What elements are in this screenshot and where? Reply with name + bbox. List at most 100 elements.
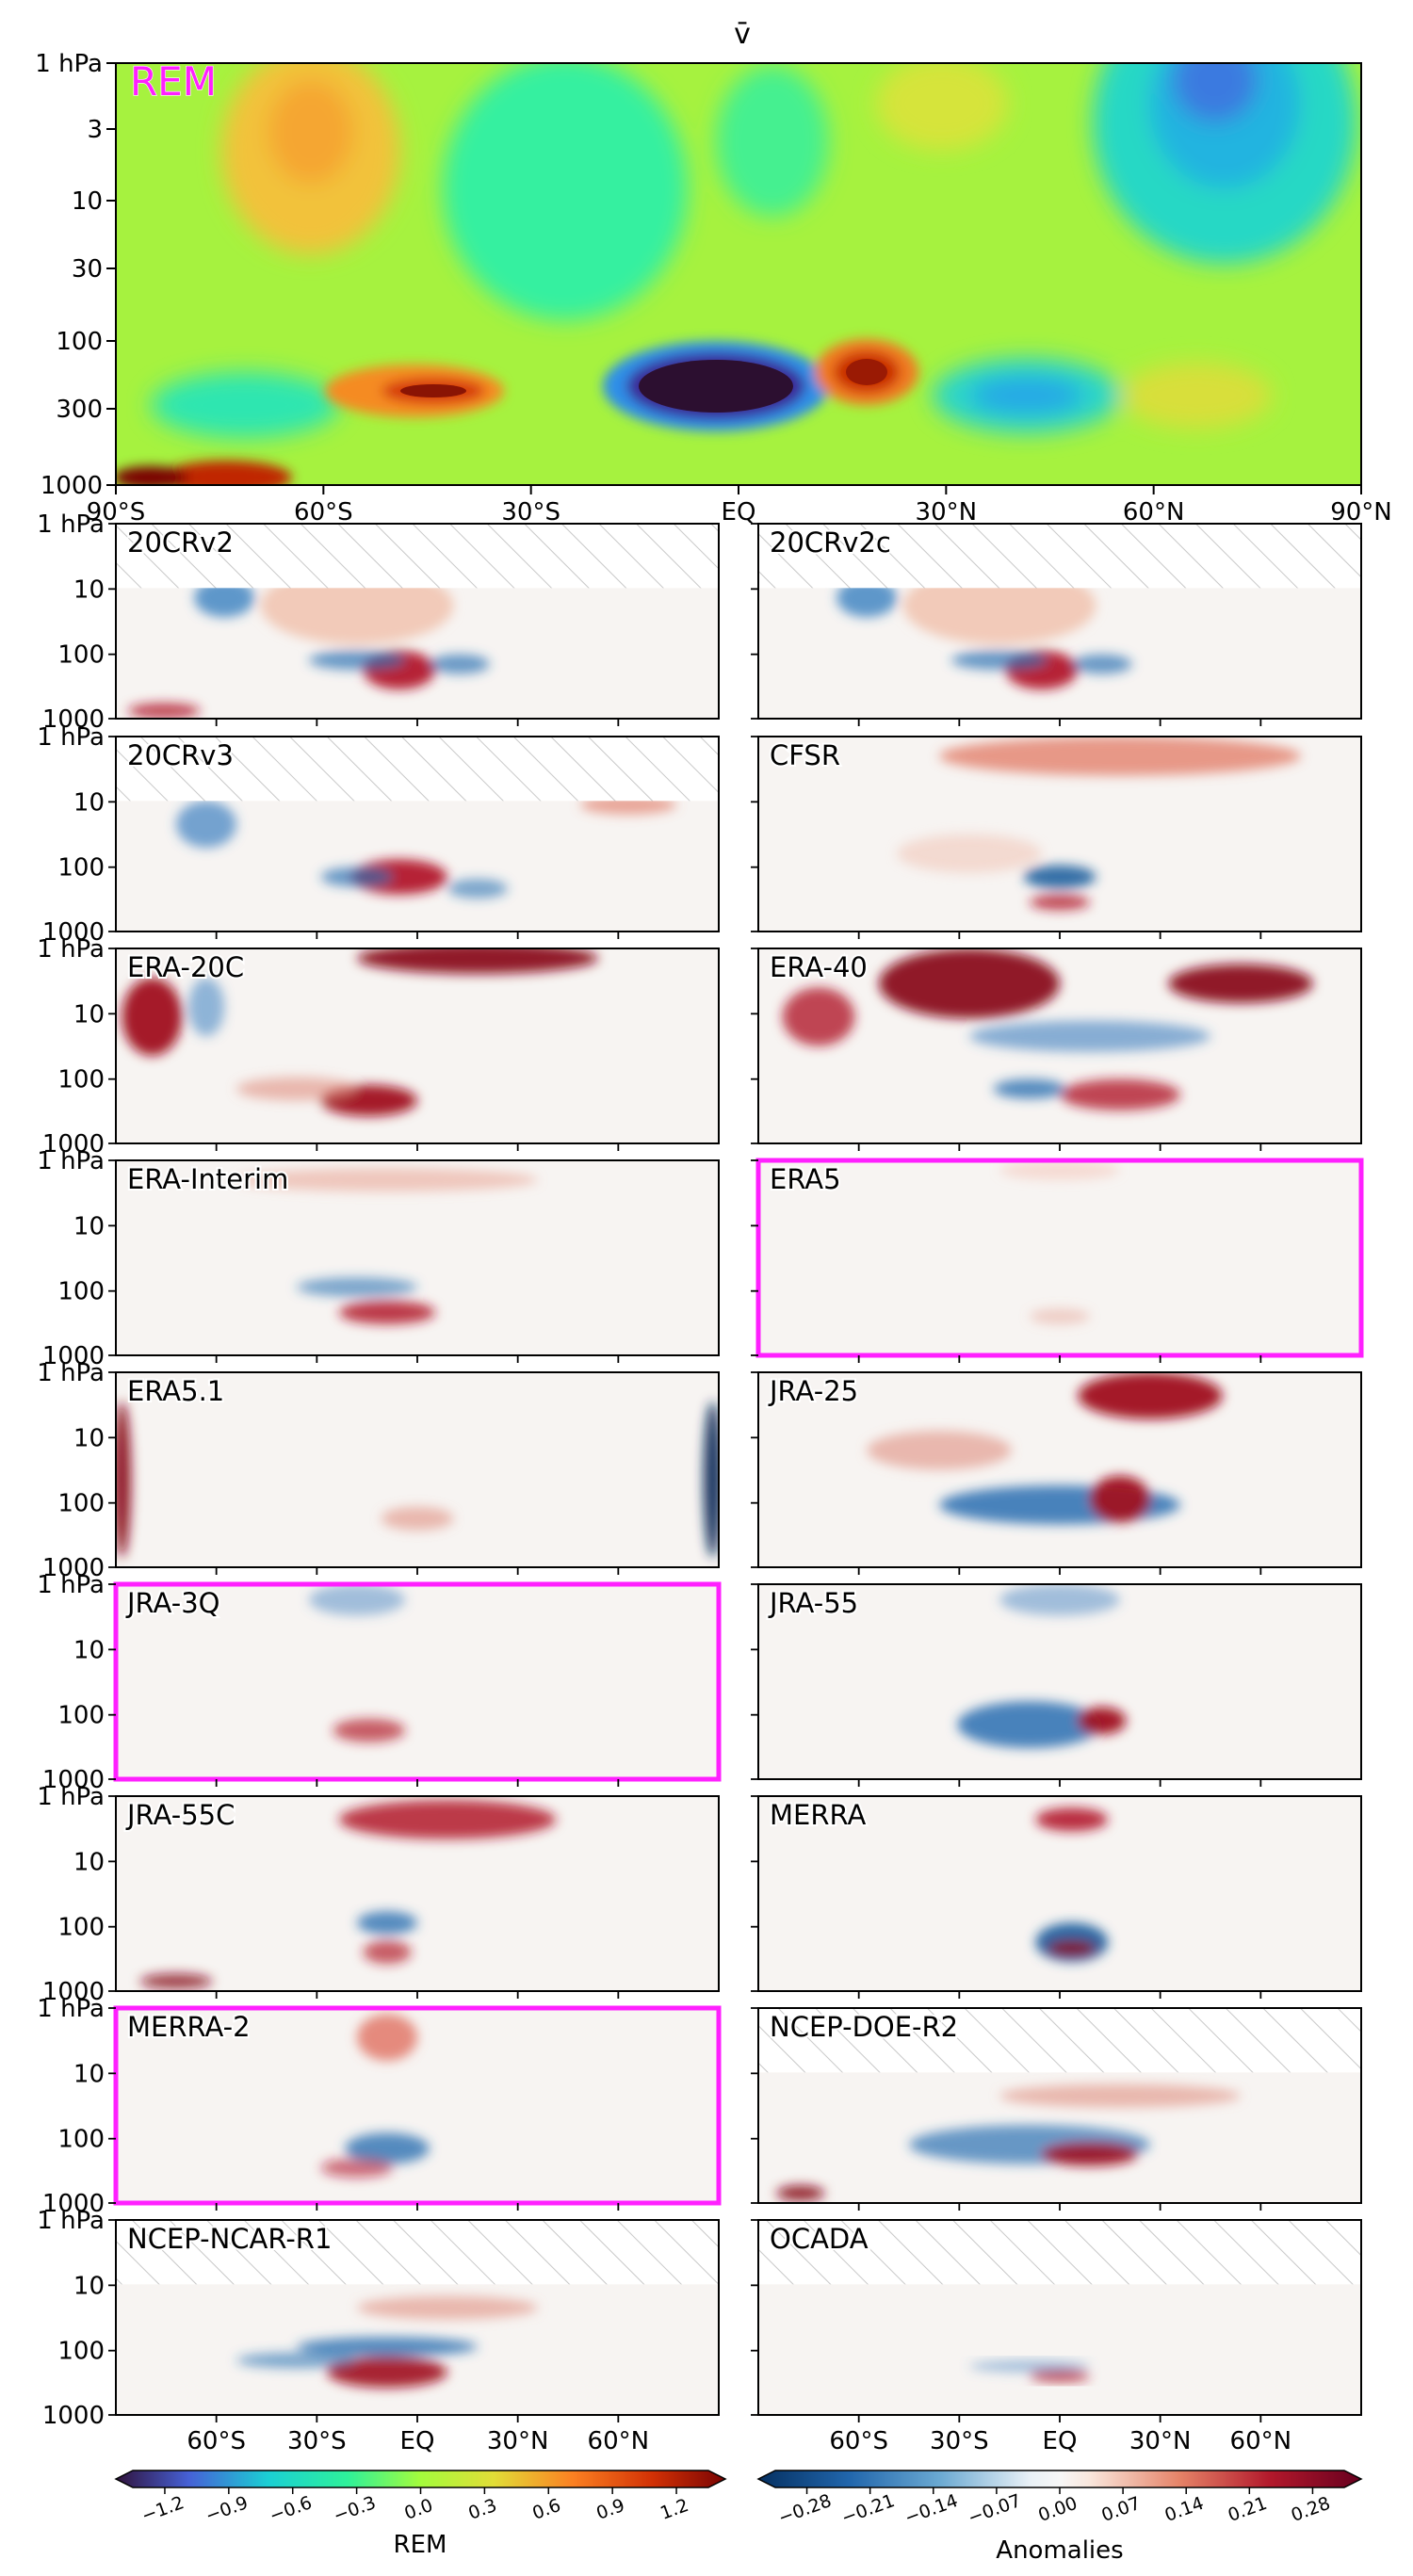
- y-tick-label: 100: [57, 1914, 105, 1942]
- anomaly-blob: [1030, 2370, 1090, 2382]
- anomaly-blob: [993, 1078, 1066, 1099]
- anomaly-field: [116, 1584, 719, 1779]
- colorbar-tick-label: 0.9: [593, 2495, 627, 2524]
- y-tick-label: 1 hPa: [37, 1359, 105, 1387]
- anomaly-blob: [320, 2158, 394, 2179]
- colorbar-tick-label: 0.21: [1226, 2493, 1270, 2526]
- anomaly-field: [758, 1160, 1361, 1355]
- y-tick-label: 100: [57, 1278, 105, 1306]
- anomaly-field: [116, 1796, 719, 1991]
- y-tick-label: 100: [57, 2126, 105, 2154]
- rem-y-tick-label: 1 hPa: [35, 50, 103, 78]
- colorbar-tick-label: −0.14: [902, 2490, 961, 2529]
- y-tick-label: 100: [57, 2338, 105, 2366]
- anomaly-blob: [320, 867, 394, 887]
- rem-colorbar: −1.2 −0.9 −0.6 −0.3 0.0 0.3 0.6 0.9 1.2 REM: [114, 2470, 727, 2559]
- anomaly-blob: [176, 801, 236, 848]
- anomaly-blob: [1048, 1940, 1096, 1956]
- rem-x-tick-label: 90°S: [87, 498, 146, 527]
- anomaly-field: [116, 737, 719, 932]
- y-tick-label: 10: [73, 1636, 105, 1664]
- anomaly-blob: [357, 2014, 417, 2061]
- anomaly-field: [758, 2008, 1361, 2203]
- rem-x-tick-label: 30°N: [916, 498, 978, 527]
- y-tick-label: 10: [73, 1212, 105, 1240]
- panel-label: MERRA-2: [127, 2011, 251, 2043]
- missing-data-hatch: [758, 2220, 1361, 2285]
- colorbar-tick-label: −1.2: [138, 2492, 187, 2526]
- panel-era-20c: ERA-20C 1 hPa 10 100 1000: [37, 935, 720, 1158]
- panel-label: JRA-55: [768, 1587, 858, 1619]
- panel-jra-3q: JRA-3Q 1 hPa 10 100 1000: [37, 1571, 722, 1794]
- anomaly-blob: [236, 1077, 357, 1101]
- colorbar-tick-label: 0.07: [1098, 2493, 1143, 2526]
- anomaly-blob: [308, 1584, 406, 1616]
- rem-x-axis: 90°S 60°S 30°S EQ 30°N 60°N 90°N: [87, 485, 1392, 527]
- anomaly-blob: [127, 703, 201, 719]
- y-tick-label: 1 hPa: [37, 1995, 105, 2023]
- panel-label: NCEP-DOE-R2: [770, 2011, 958, 2043]
- y-tick-label: 1 hPa: [37, 1783, 105, 1811]
- x-tick-label: EQ: [400, 2427, 435, 2455]
- panel-20crv2c: 20CRv2c: [751, 523, 1362, 726]
- x-tick-label: 30°N: [1129, 2427, 1192, 2455]
- x-tick-label: 30°S: [930, 2427, 989, 2455]
- anomaly-blob: [187, 978, 225, 1037]
- colorbar-tick-label: −0.07: [966, 2490, 1024, 2529]
- anomaly-blob: [950, 650, 1048, 671]
- panel-era5: ERA5: [751, 1158, 1364, 1363]
- anomaly-field: [116, 524, 719, 719]
- panel-cfsr: CFSR: [751, 736, 1362, 939]
- anomaly-field: [116, 1160, 719, 1355]
- anomaly-blob: [1071, 654, 1132, 674]
- anomalies-colorbar-label: Anomalies: [996, 2536, 1123, 2565]
- y-tick-label: 100: [57, 1702, 105, 1730]
- anomaly-field: [116, 2008, 719, 2203]
- y-tick-label: 100: [57, 1490, 105, 1518]
- anomaly-blob: [236, 2352, 357, 2369]
- anomaly-field: [758, 2220, 1361, 2415]
- anomaly-blob: [297, 1277, 417, 1297]
- anomaly-blob: [1078, 1707, 1127, 1735]
- panel-label: ERA-Interim: [127, 1163, 288, 1195]
- y-tick-label: 10: [73, 1848, 105, 1876]
- y-tick-label: 10: [73, 2060, 105, 2088]
- rem-y-tick-label: 100: [56, 328, 103, 356]
- anomaly-blob: [338, 1800, 557, 1839]
- y-tick-label: 10: [73, 575, 105, 604]
- rem-y-tick-label: 10: [72, 187, 103, 216]
- rem-y-tick-label: 30: [72, 255, 103, 284]
- panel-label: OCADA: [770, 2223, 869, 2255]
- panel-era-interim: ERA-Interim 1 hPa 10 100 1000: [37, 1147, 720, 1370]
- rem-colorbar-label: REM: [394, 2531, 447, 2559]
- panel-20crv3: 20CRv3 1 hPa 10 100 1000: [37, 723, 720, 947]
- panel-label: 20CRv2: [127, 527, 234, 559]
- anomaly-field: [758, 524, 1361, 719]
- anomaly-blob: [1041, 2142, 1139, 2166]
- rem-y-axis: 1 hPa 3 10 30 100 300 1000: [35, 50, 116, 500]
- rem-x-tick-label: 60°S: [294, 498, 353, 527]
- panel-era5-1: ERA5.1 1 hPa 10 100 1000: [37, 1359, 720, 1582]
- anomaly-blob: [338, 1301, 436, 1324]
- colorbar-tick-label: 0.6: [529, 2495, 563, 2524]
- panel-label: ERA5: [770, 1163, 841, 1195]
- panel-label: JRA-55C: [125, 1799, 235, 1831]
- anomaly-blob: [867, 1431, 1012, 1470]
- rem-x-tick-label: 60°N: [1123, 498, 1185, 527]
- panel-jra-55: JRA-55: [751, 1583, 1362, 1787]
- anomaly-blob: [345, 2132, 430, 2164]
- panel-jra-25: JRA-25: [751, 1371, 1362, 1575]
- anomaly-blob: [297, 2337, 478, 2357]
- y-tick-label: 10: [73, 2272, 105, 2300]
- anomaly-blob: [782, 987, 855, 1046]
- y-tick-label: 1000: [42, 918, 105, 947]
- panel-ncep-ncar-r1: NCEP-NCAR-R1 1 hPa 10 100 1000 60°S 30°S EQ 30°N…: [37, 2207, 720, 2455]
- colorbar-tick-label: 1.2: [658, 2495, 691, 2524]
- anomaly-blob: [429, 654, 490, 674]
- rem-contour-field: [116, 63, 1361, 485]
- anomalies-colorbar: −0.28 −0.21 −0.14 −0.07 0.00 0.07 0.14 0.21 0.28…: [756, 2470, 1363, 2565]
- colorbar-tick-label: −0.28: [775, 2490, 834, 2529]
- panel-jra-55c: JRA-55C 1 hPa 10 100 1000: [37, 1783, 720, 2006]
- y-tick-label: 1000: [42, 705, 105, 734]
